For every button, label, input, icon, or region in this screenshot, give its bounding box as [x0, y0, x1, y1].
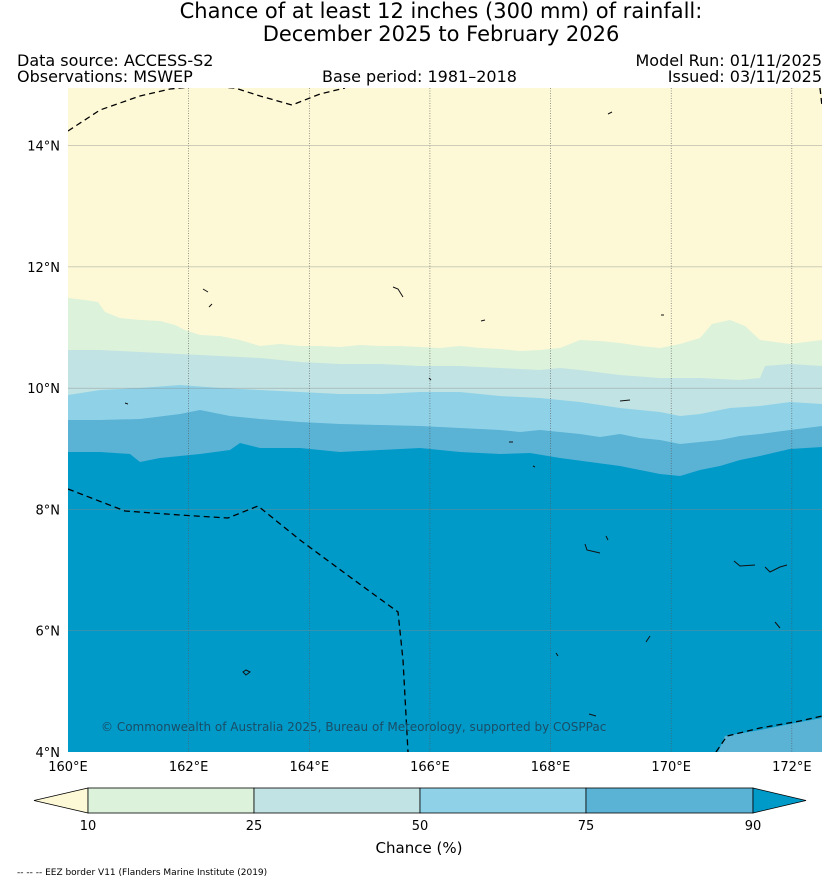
colorbar-tick-label: 10 [80, 819, 97, 834]
eez-footnote: -- -- -- EEZ border V11 (Flanders Marine… [17, 868, 268, 878]
eez-border-south [68, 488, 409, 752]
island [428, 377, 432, 381]
y-axis: 4°N 6°N 8°N 10°N 12°N 14°N [27, 140, 60, 761]
island [607, 111, 613, 115]
island [124, 402, 129, 405]
island [555, 652, 559, 657]
colorbar-tick-label: 25 [246, 819, 263, 834]
colorbar-extend-high [752, 787, 807, 814]
island [733, 560, 756, 567]
y-tick-label: 14°N [27, 140, 60, 155]
x-tick-label: 166°E [410, 760, 450, 775]
colorbar-tick-label: 75 [578, 819, 595, 834]
map-fields [68, 88, 822, 752]
title-line-1: Chance of at least 12 inches (300 mm) of… [179, 0, 703, 23]
x-tick-label: 162°E [169, 760, 209, 775]
y-tick-label: 6°N [36, 625, 61, 640]
base-period: Base period: 1981–2018 [322, 67, 517, 86]
island [764, 564, 788, 573]
island [588, 713, 597, 717]
y-tick-label: 10°N [27, 382, 60, 397]
island [480, 319, 486, 322]
data-source: Data source: ACCESS-S2 [17, 51, 214, 70]
eez-border-north [68, 88, 346, 132]
eez-borders [68, 88, 822, 752]
colorbar-extend-low [33, 787, 89, 814]
colorbar-bin [585, 787, 754, 814]
colorbar-tick-label: 50 [412, 819, 429, 834]
gridlines [68, 88, 822, 752]
issued: Issued: 03/11/2025 [667, 67, 822, 86]
island [619, 399, 631, 402]
title-line-2: December 2025 to February 2026 [262, 22, 620, 46]
island [532, 465, 536, 468]
band-75-90-corner [718, 718, 822, 752]
x-tick-label: 172°E [772, 760, 812, 775]
colorbar-bin [87, 787, 255, 814]
islands [124, 111, 788, 717]
copyright-credit: © Commonwealth of Australia 2025, Bureau… [101, 720, 606, 734]
island [584, 543, 601, 554]
observations: Observations: MSWEP [17, 67, 193, 86]
island [392, 286, 404, 298]
colorbar-bin [419, 787, 587, 814]
x-axis: 160°E 162°E 164°E 166°E 168°E 170°E 172°E [48, 760, 811, 775]
model-run: Model Run: 01/11/2025 [635, 51, 823, 70]
x-tick-label: 164°E [290, 760, 330, 775]
eez-border-southeast [715, 715, 822, 752]
island [202, 288, 209, 293]
y-tick-label: 8°N [36, 503, 61, 518]
island [242, 669, 251, 676]
colorbar: 10 25 50 75 90 [33, 787, 807, 834]
island [645, 635, 651, 643]
y-tick-label: 12°N [27, 261, 60, 276]
band-above-90 [68, 443, 822, 752]
colorbar-tick-label: 90 [745, 819, 762, 834]
colorbar-label: Chance (%) [376, 839, 463, 857]
y-tick-label: 4°N [36, 746, 61, 761]
eez-border-northeast [819, 88, 822, 107]
island [208, 303, 213, 308]
island [774, 621, 781, 629]
x-tick-label: 160°E [48, 760, 88, 775]
x-tick-label: 170°E [651, 760, 691, 775]
colorbar-bin [253, 787, 421, 814]
x-tick-label: 168°E [531, 760, 571, 775]
island [605, 535, 609, 541]
